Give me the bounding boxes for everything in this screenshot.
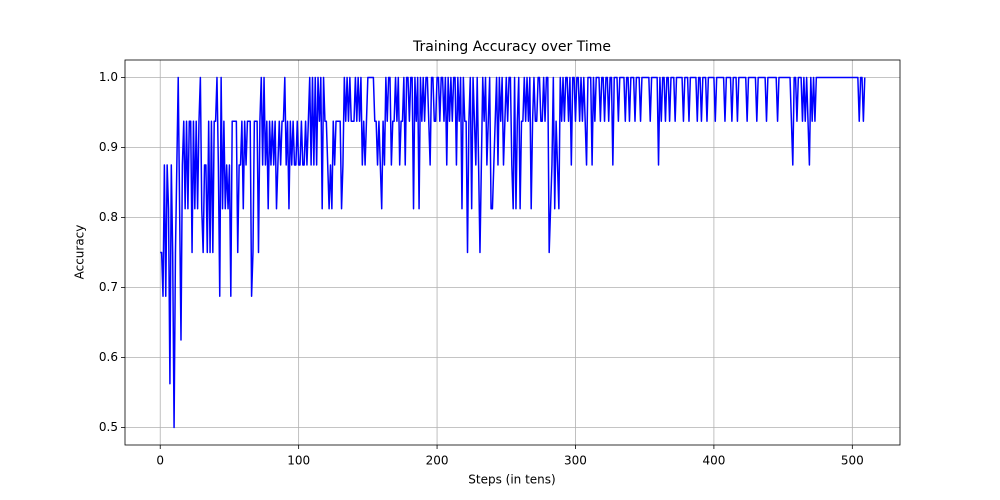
x-tick-label: 100	[287, 454, 310, 468]
x-tick-label: 0	[156, 454, 164, 468]
y-tick-label: 0.8	[99, 210, 118, 224]
y-tick-label: 0.7	[99, 280, 118, 294]
x-tick-label: 300	[564, 454, 587, 468]
y-axis-label: Accuracy	[73, 225, 87, 280]
data-line	[160, 76, 866, 429]
x-tick-label: 500	[841, 454, 864, 468]
y-tick-label: 0.5	[99, 420, 118, 434]
x-tick-label: 200	[426, 454, 449, 468]
chart-title: Training Accuracy over Time	[412, 39, 611, 55]
plot-frame	[124, 59, 901, 446]
x-axis-label: Steps (in tens)	[468, 473, 555, 487]
y-tick-label: 1.0	[99, 70, 118, 84]
y-tick-label: 0.6	[99, 350, 118, 364]
x-tick-label: 400	[702, 454, 725, 468]
y-tick-label: 0.9	[99, 140, 118, 154]
